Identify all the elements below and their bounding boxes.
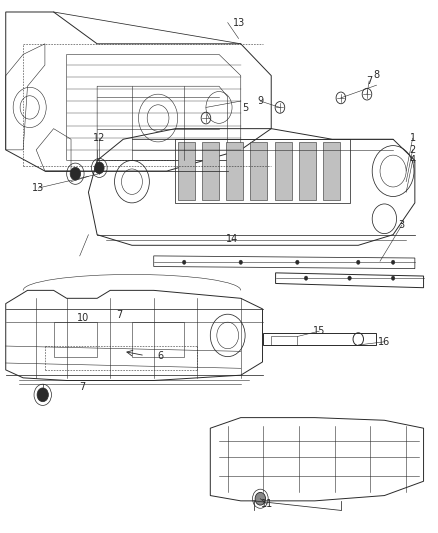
Circle shape xyxy=(391,260,395,264)
Polygon shape xyxy=(299,142,316,200)
Text: 7: 7 xyxy=(116,310,122,320)
Text: 14: 14 xyxy=(226,234,238,244)
Polygon shape xyxy=(323,142,340,200)
Text: 7: 7 xyxy=(366,76,372,86)
Text: 5: 5 xyxy=(242,103,248,114)
Text: 3: 3 xyxy=(399,220,405,230)
Circle shape xyxy=(296,260,299,264)
Text: 7: 7 xyxy=(79,382,85,392)
Circle shape xyxy=(255,492,265,505)
Text: 13: 13 xyxy=(233,18,245,28)
Text: 10: 10 xyxy=(77,313,89,324)
Text: 6: 6 xyxy=(157,351,163,361)
Text: 15: 15 xyxy=(313,326,325,336)
Text: 9: 9 xyxy=(257,96,263,106)
Polygon shape xyxy=(202,142,219,200)
Polygon shape xyxy=(178,142,194,200)
Circle shape xyxy=(239,260,243,264)
Text: 11: 11 xyxy=(261,499,273,509)
Circle shape xyxy=(37,388,48,402)
Polygon shape xyxy=(251,142,267,200)
Text: 12: 12 xyxy=(93,133,106,143)
Polygon shape xyxy=(275,142,292,200)
Circle shape xyxy=(183,260,186,264)
Text: 1: 1 xyxy=(410,133,416,143)
Circle shape xyxy=(348,276,351,280)
Circle shape xyxy=(304,276,308,280)
Polygon shape xyxy=(226,142,243,200)
Text: 13: 13 xyxy=(32,183,45,193)
Text: 4: 4 xyxy=(410,156,416,165)
Text: 2: 2 xyxy=(410,145,416,155)
Circle shape xyxy=(95,162,104,174)
Circle shape xyxy=(70,167,81,180)
Text: 8: 8 xyxy=(374,70,380,79)
Circle shape xyxy=(357,260,360,264)
Text: 16: 16 xyxy=(378,337,391,347)
Circle shape xyxy=(391,276,395,280)
